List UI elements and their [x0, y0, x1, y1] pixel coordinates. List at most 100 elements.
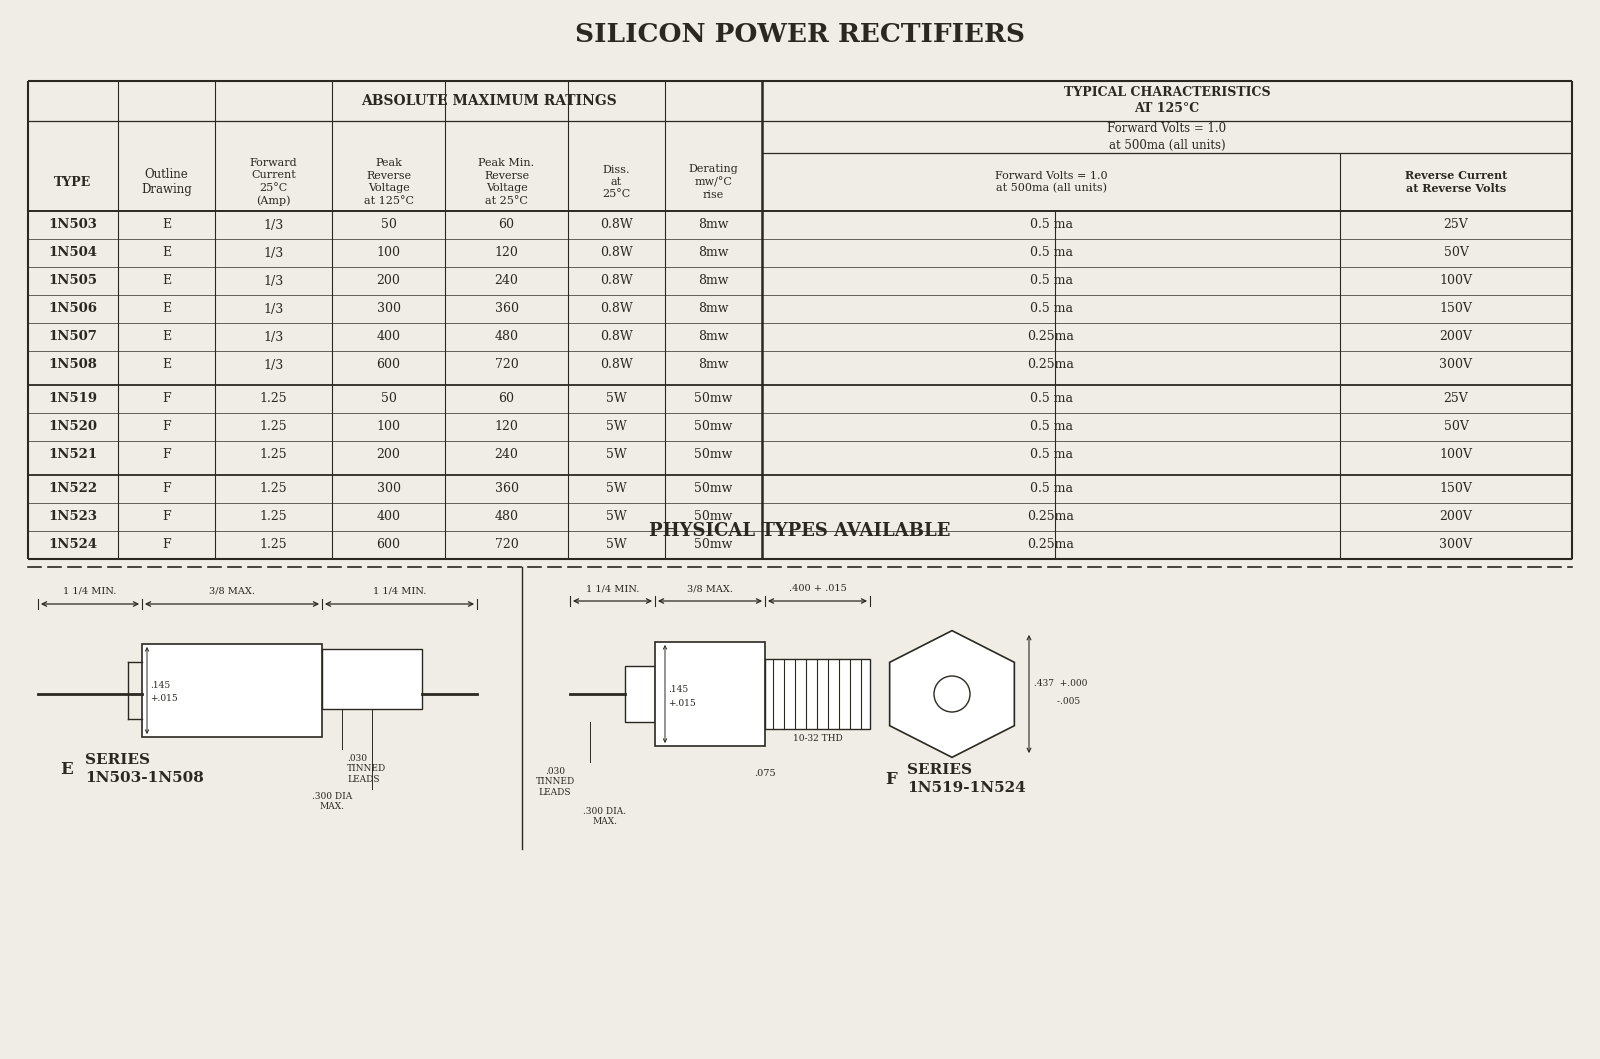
- Text: 3/8 MAX.: 3/8 MAX.: [686, 584, 733, 593]
- Text: Forward Volts = 1.0
at 500ma (all units): Forward Volts = 1.0 at 500ma (all units): [1107, 123, 1227, 151]
- Text: 200: 200: [376, 274, 400, 287]
- Text: 50mw: 50mw: [694, 510, 733, 523]
- Text: F: F: [162, 420, 171, 433]
- Text: 100: 100: [376, 247, 400, 259]
- Text: 50V: 50V: [1443, 247, 1469, 259]
- Text: 100V: 100V: [1440, 449, 1472, 462]
- Text: E: E: [162, 274, 171, 287]
- Text: 3/8 MAX.: 3/8 MAX.: [210, 587, 254, 596]
- Text: 25V: 25V: [1443, 218, 1469, 232]
- Text: 360: 360: [494, 483, 518, 496]
- Text: 600: 600: [376, 538, 400, 552]
- Text: .030
TINNED
LEADS: .030 TINNED LEADS: [536, 767, 574, 796]
- Text: 400: 400: [376, 510, 400, 523]
- Text: 0.5 ma: 0.5 ma: [1029, 247, 1072, 259]
- Text: 60: 60: [499, 393, 515, 406]
- Text: 1.25: 1.25: [259, 483, 288, 496]
- Text: 10-32 THD: 10-32 THD: [792, 734, 842, 743]
- Text: 25V: 25V: [1443, 393, 1469, 406]
- Text: SERIES
1N503-1N508: SERIES 1N503-1N508: [85, 753, 203, 785]
- Text: 1N505: 1N505: [48, 274, 98, 287]
- Text: 1N508: 1N508: [48, 359, 98, 372]
- Text: 1N522: 1N522: [48, 483, 98, 496]
- Text: 1/3: 1/3: [264, 247, 283, 259]
- Text: E: E: [162, 359, 171, 372]
- Text: F: F: [162, 393, 171, 406]
- Text: .075: .075: [754, 769, 776, 778]
- Text: 1.25: 1.25: [259, 449, 288, 462]
- Text: 1N503: 1N503: [48, 218, 98, 232]
- Text: 1/3: 1/3: [264, 218, 283, 232]
- Text: 0.5 ma: 0.5 ma: [1029, 420, 1072, 433]
- Text: 0.8W: 0.8W: [600, 330, 634, 343]
- Text: E: E: [162, 303, 171, 316]
- Text: 1.25: 1.25: [259, 510, 288, 523]
- Text: E: E: [162, 218, 171, 232]
- Text: 0.8W: 0.8W: [600, 274, 634, 287]
- Text: Derating
mw/°C
rise: Derating mw/°C rise: [688, 164, 738, 200]
- Text: 1N520: 1N520: [48, 420, 98, 433]
- Text: 50mw: 50mw: [694, 449, 733, 462]
- Text: 150V: 150V: [1440, 483, 1472, 496]
- Text: 50mw: 50mw: [694, 538, 733, 552]
- Text: 1N519: 1N519: [48, 393, 98, 406]
- Text: 1.25: 1.25: [259, 420, 288, 433]
- Text: 0.5 ma: 0.5 ma: [1029, 483, 1072, 496]
- Text: 240: 240: [494, 449, 518, 462]
- Bar: [322, 649, 422, 708]
- Text: 100: 100: [376, 420, 400, 433]
- Text: .145: .145: [669, 684, 688, 694]
- Text: 50: 50: [381, 393, 397, 406]
- Bar: [654, 642, 765, 746]
- Text: 1.25: 1.25: [259, 393, 288, 406]
- Text: 0.8W: 0.8W: [600, 247, 634, 259]
- Text: 200: 200: [376, 449, 400, 462]
- Text: 200V: 200V: [1440, 510, 1472, 523]
- Text: 8mw: 8mw: [698, 303, 728, 316]
- Text: 1N506: 1N506: [48, 303, 98, 316]
- Text: 150V: 150V: [1440, 303, 1472, 316]
- Text: .300 DIA.
MAX.: .300 DIA. MAX.: [584, 807, 627, 826]
- Text: 5W: 5W: [606, 483, 627, 496]
- Text: 1/3: 1/3: [264, 359, 283, 372]
- Text: 1/3: 1/3: [264, 330, 283, 343]
- Text: 8mw: 8mw: [698, 359, 728, 372]
- Text: .145: .145: [150, 681, 170, 690]
- Text: F: F: [162, 538, 171, 552]
- Text: 5W: 5W: [606, 420, 627, 433]
- Text: 0.8W: 0.8W: [600, 218, 634, 232]
- Text: 1N504: 1N504: [48, 247, 98, 259]
- Text: 480: 480: [494, 510, 518, 523]
- Text: 300: 300: [376, 483, 400, 496]
- Text: 0.5 ma: 0.5 ma: [1029, 218, 1072, 232]
- Text: 5W: 5W: [606, 449, 627, 462]
- Text: F: F: [162, 510, 171, 523]
- Text: 0.25ma: 0.25ma: [1027, 359, 1075, 372]
- Text: 50V: 50V: [1443, 420, 1469, 433]
- Text: 360: 360: [494, 303, 518, 316]
- Text: 120: 120: [494, 420, 518, 433]
- Text: 8mw: 8mw: [698, 330, 728, 343]
- Text: E: E: [162, 247, 171, 259]
- Text: 1N507: 1N507: [48, 330, 98, 343]
- Text: 0.25ma: 0.25ma: [1027, 510, 1075, 523]
- Text: Forward
Current
25°C
(Amp): Forward Current 25°C (Amp): [250, 158, 298, 205]
- Text: 0.25ma: 0.25ma: [1027, 330, 1075, 343]
- Text: Peak
Reverse
Voltage
at 125°C: Peak Reverse Voltage at 125°C: [363, 159, 413, 205]
- Text: Forward Volts = 1.0
at 500ma (all units): Forward Volts = 1.0 at 500ma (all units): [995, 170, 1107, 194]
- Text: .437  +.000: .437 +.000: [1034, 680, 1088, 688]
- Text: 300V: 300V: [1440, 538, 1472, 552]
- Text: .400 + .015: .400 + .015: [789, 584, 846, 593]
- Text: 0.5 ma: 0.5 ma: [1029, 274, 1072, 287]
- Text: 720: 720: [494, 538, 518, 552]
- Text: 60: 60: [499, 218, 515, 232]
- Text: 300: 300: [376, 303, 400, 316]
- Bar: [142, 644, 322, 737]
- Text: F: F: [162, 449, 171, 462]
- Text: 0.5 ma: 0.5 ma: [1029, 303, 1072, 316]
- Text: .300 DIA
MAX.: .300 DIA MAX.: [312, 792, 352, 811]
- Text: TYPICAL CHARACTERISTICS
AT 125°C: TYPICAL CHARACTERISTICS AT 125°C: [1064, 87, 1270, 115]
- Text: 720: 720: [494, 359, 518, 372]
- Text: 0.25ma: 0.25ma: [1027, 538, 1075, 552]
- Text: 1/3: 1/3: [264, 303, 283, 316]
